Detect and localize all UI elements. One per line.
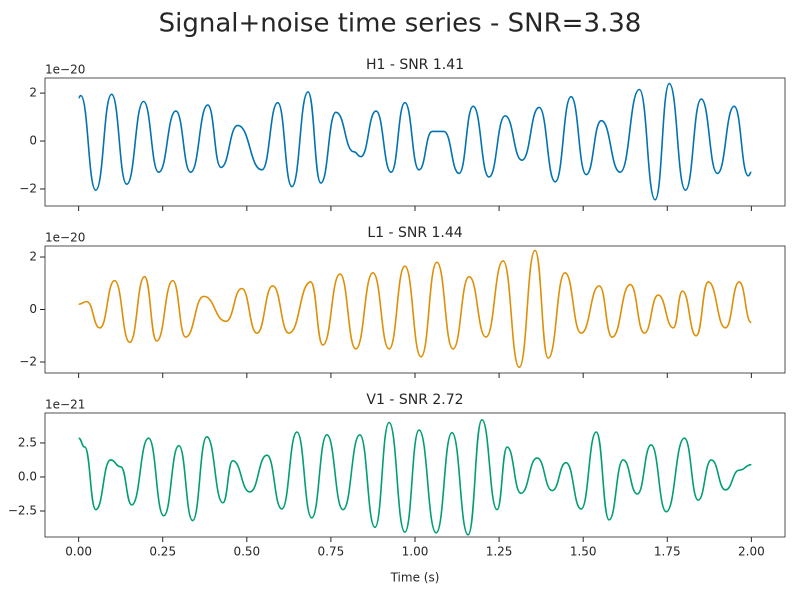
offset-label: 1e−20 xyxy=(45,231,85,245)
y-tick-label: 0 xyxy=(29,302,37,316)
offset-label: 1e−21 xyxy=(45,398,85,412)
series-line xyxy=(78,82,752,201)
series-line xyxy=(78,419,752,536)
x-tick-label: 1.25 xyxy=(486,545,513,559)
subplot-title: H1 - SNR 1.41 xyxy=(366,57,464,73)
y-tick-label: −2.5 xyxy=(8,504,37,518)
series-line xyxy=(78,249,753,369)
figure-title: Signal+noise time series - SNR=3.38 xyxy=(159,9,642,39)
x-tick-label: 0.75 xyxy=(318,545,345,559)
y-tick-label: 2 xyxy=(29,250,37,264)
y-tick-label: 2.5 xyxy=(18,435,37,449)
y-tick-label: 2 xyxy=(29,86,37,100)
y-tick-label: 0 xyxy=(29,134,37,148)
x-tick-label: 0.25 xyxy=(149,545,176,559)
y-tick-label: −2 xyxy=(19,354,37,368)
offset-label: 1e−20 xyxy=(45,63,85,77)
x-axis-label: Time (s) xyxy=(390,571,440,585)
plot-frame xyxy=(44,245,786,374)
x-tick-label: 1.50 xyxy=(570,545,597,559)
x-tick-label: 1.00 xyxy=(402,545,429,559)
x-tick-label: 2.00 xyxy=(738,545,765,559)
x-tick-label: 0.00 xyxy=(65,545,92,559)
y-tick-label: −2 xyxy=(19,181,37,195)
plot-frame xyxy=(44,77,786,207)
plot-frame xyxy=(44,412,786,538)
subplot-title: L1 - SNR 1.44 xyxy=(367,225,462,241)
x-tick-label: 0.50 xyxy=(233,545,260,559)
subplot-title: V1 - SNR 2.72 xyxy=(366,392,463,408)
x-tick-label: 1.75 xyxy=(654,545,681,559)
y-tick-label: 0.0 xyxy=(18,469,37,483)
